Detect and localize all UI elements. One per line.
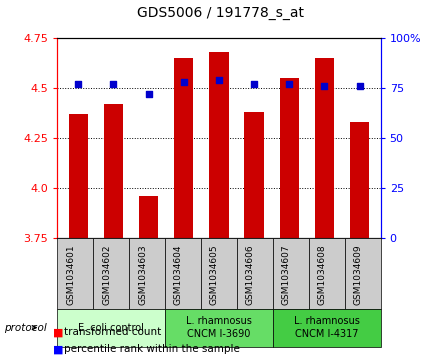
Bar [104, 104, 123, 238]
Text: GDS5006 / 191778_s_at: GDS5006 / 191778_s_at [136, 6, 304, 20]
Point [110, 81, 117, 87]
Bar [69, 114, 88, 238]
Text: ■: ■ [53, 327, 63, 337]
Text: ■: ■ [53, 344, 63, 354]
Point [286, 81, 293, 87]
Bar [315, 58, 334, 238]
Bar [244, 112, 264, 238]
Point [250, 81, 257, 87]
Text: GSM1034605: GSM1034605 [210, 244, 219, 305]
Text: GSM1034601: GSM1034601 [66, 244, 75, 305]
Text: GSM1034609: GSM1034609 [354, 244, 363, 305]
Text: percentile rank within the sample: percentile rank within the sample [64, 344, 240, 354]
Point [216, 77, 223, 83]
Text: L. rhamnosus
CNCM I-3690: L. rhamnosus CNCM I-3690 [186, 317, 252, 339]
Bar [174, 58, 194, 238]
Text: protocol: protocol [4, 323, 47, 333]
Point [356, 83, 363, 89]
Text: GSM1034602: GSM1034602 [102, 244, 111, 305]
Point [180, 79, 187, 85]
Text: GSM1034608: GSM1034608 [318, 244, 326, 305]
Text: transformed count: transformed count [64, 327, 161, 337]
Text: E. coli control: E. coli control [78, 323, 144, 333]
Point [75, 81, 82, 87]
Bar [139, 196, 158, 238]
Point [145, 91, 152, 97]
Bar [209, 52, 228, 238]
Text: GSM1034603: GSM1034603 [138, 244, 147, 305]
Text: GSM1034604: GSM1034604 [174, 244, 183, 305]
Bar [350, 122, 369, 238]
Bar [279, 78, 299, 238]
Text: GSM1034607: GSM1034607 [282, 244, 291, 305]
Text: L. rhamnosus
CNCM I-4317: L. rhamnosus CNCM I-4317 [294, 317, 359, 339]
Point [321, 83, 328, 89]
Text: GSM1034606: GSM1034606 [246, 244, 255, 305]
